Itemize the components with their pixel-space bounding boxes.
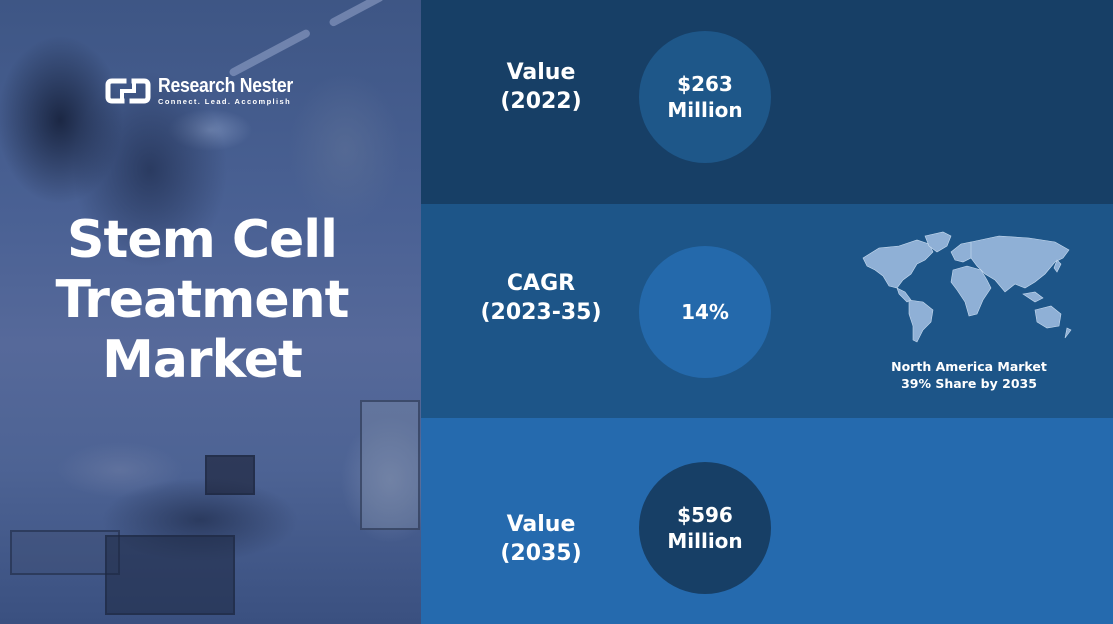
title-line: Stem Cell [67, 210, 338, 270]
stat-value-circle: $263 Million [639, 31, 771, 163]
lab-light-streak [228, 28, 312, 78]
pipette-tip-box [105, 535, 235, 615]
lab-light-streak [328, 0, 385, 28]
stat-label-line: Value [506, 512, 576, 537]
stat-band-cagr: CAGR (2023-35) 14% [421, 204, 1113, 418]
stat-value-circle: $596 Million [639, 462, 771, 594]
stat-value-line: Million [667, 529, 743, 553]
brand-name: Research Nester [158, 75, 293, 97]
stat-value-circle: 14% [639, 246, 771, 378]
title-line: Market [102, 330, 303, 390]
stat-value-line: Million [667, 98, 743, 122]
brand-logo: Research Nester Connect. Lead. Accomplis… [104, 76, 311, 106]
stat-label: Value (2035) [451, 510, 631, 568]
brand-tagline: Connect. Lead. Accomplish [158, 97, 292, 106]
stat-label-line: (2022) [500, 89, 582, 114]
test-tube-rack [10, 530, 120, 575]
regional-caption-line: 39% Share by 2035 [901, 376, 1037, 391]
stat-label: CAGR (2023-35) [451, 269, 631, 327]
page-title: Stem Cell Treatment Market [0, 210, 404, 390]
stat-band-value-2035: Value (2035) $596 Million [421, 418, 1113, 624]
stat-band-value-2022: Value (2022) $263 Million [421, 0, 1113, 204]
world-map-icon [862, 231, 1072, 343]
lab-instrument [360, 400, 420, 530]
stat-value-line: 14% [681, 300, 729, 324]
stat-label-line: Value [506, 60, 576, 85]
stat-label: Value (2022) [451, 58, 631, 116]
stat-value-line: $263 [677, 72, 733, 96]
stat-label-line: (2035) [500, 541, 582, 566]
regional-caption-line: North America Market [891, 359, 1047, 374]
title-line: Treatment [55, 270, 350, 330]
hero-photo-panel: Research Nester Connect. Lead. Accomplis… [0, 0, 421, 624]
regional-caption: North America Market 39% Share by 2035 [869, 358, 1069, 392]
stat-value-line: $596 [677, 503, 733, 527]
stat-label-line: (2023-35) [480, 300, 602, 325]
linked-squares-icon [105, 78, 151, 104]
stat-label-line: CAGR [506, 271, 576, 296]
sample-box [205, 455, 255, 495]
